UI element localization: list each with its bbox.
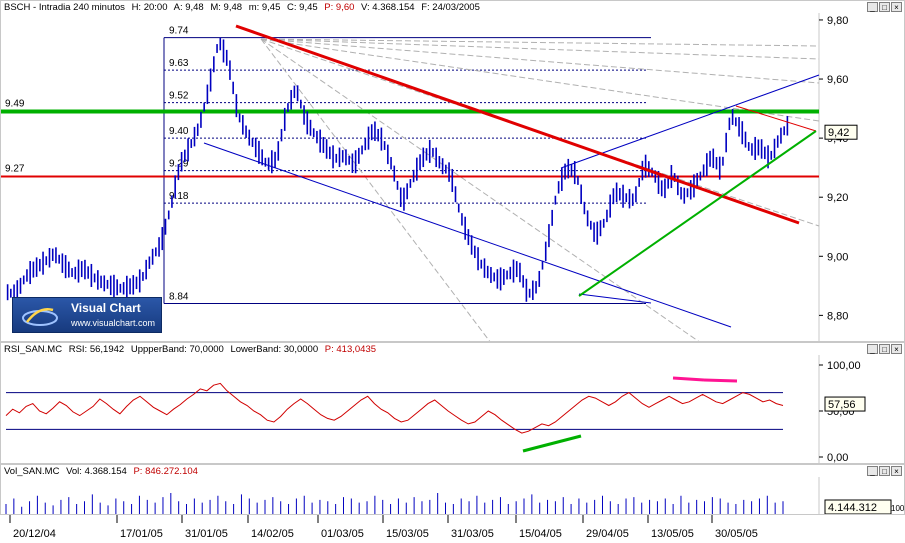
fib-level-label: 9.63 bbox=[169, 58, 189, 69]
rsi-tick-label: 100,00 bbox=[827, 360, 861, 372]
support-trendline bbox=[578, 130, 817, 297]
fan-line bbox=[260, 38, 699, 341]
vol-minimize-button[interactable]: _ bbox=[867, 466, 878, 476]
volume-panel[interactable]: Vol_SAN.MC Vol: 4.368.154 P: 846.272.104… bbox=[0, 464, 905, 515]
rsi-value: RSI: 56,1942 bbox=[68, 344, 125, 355]
price-tick-label: 9,80 bbox=[827, 15, 848, 27]
rsi-divergence-annotation-2 bbox=[703, 378, 738, 383]
p-value: P: 9,60 bbox=[324, 2, 355, 13]
visual-chart-logo: Visual Chart www.visualchart.com bbox=[12, 297, 162, 333]
vol-p-value: P: 846.272.104 bbox=[133, 466, 198, 477]
maximize-button[interactable]: □ bbox=[879, 2, 890, 12]
rsi-header: RSI_SAN.MC RSI: 56,1942 UppperBand: 70,0… bbox=[4, 344, 380, 355]
date-value: F: 24/03/2005 bbox=[421, 2, 480, 13]
channel-lower-line bbox=[203, 142, 732, 328]
date-axis: 20/12/04 17/01/05 31/01/05 14/02/05 01/03/05… bbox=[0, 514, 905, 543]
rsi-lower-band: LowerBand: 30,0000 bbox=[230, 344, 319, 355]
resistance-minor-trendline bbox=[735, 105, 817, 132]
rsi-minimize-button[interactable]: _ bbox=[867, 344, 878, 354]
price-tick-label: 9,20 bbox=[827, 192, 848, 204]
price-tick-label: 8,80 bbox=[827, 310, 848, 322]
date-tick-label: 01/03/05 bbox=[321, 528, 364, 540]
rsi-maximize-button[interactable]: □ bbox=[879, 344, 890, 354]
volume-chart: 4.144.312 1000 bbox=[5, 477, 905, 514]
date-tick-label: 15/04/05 bbox=[519, 528, 562, 540]
close-value: C: 9,45 bbox=[287, 2, 318, 13]
vol-scale-label: 1000 bbox=[891, 504, 905, 513]
vol-current-box bbox=[824, 499, 892, 514]
rsi-current-box bbox=[824, 396, 866, 412]
rsi-window-controls: _ □ × bbox=[867, 344, 902, 354]
open-value: A: 9,48 bbox=[173, 2, 204, 13]
rsi-divergence-annotation bbox=[672, 376, 705, 382]
current-price-box bbox=[824, 124, 858, 140]
hour-value: H: 20:00 bbox=[131, 2, 168, 13]
high-value: M: 9,48 bbox=[210, 2, 243, 13]
date-tick-label: 17/01/05 bbox=[120, 528, 163, 540]
fib-level-label: 8.84 bbox=[169, 292, 189, 303]
vol-current-label: 4.144.312 bbox=[828, 502, 877, 514]
vol-name: Vol_SAN.MC bbox=[4, 466, 60, 477]
rsi-line bbox=[5, 382, 784, 434]
price-tick-label: 9,00 bbox=[827, 251, 848, 263]
volume-value: V: 4.368.154 bbox=[361, 2, 415, 13]
rsi-close-button[interactable]: × bbox=[891, 344, 902, 354]
horizontal-level-label: 9.49 bbox=[5, 99, 25, 110]
fib-level-label: 9.52 bbox=[169, 91, 189, 102]
date-tick-label: 31/01/05 bbox=[185, 528, 228, 540]
fan-line bbox=[260, 38, 820, 47]
channel-upper-line bbox=[560, 74, 820, 169]
date-tick-label: 31/03/05 bbox=[451, 528, 494, 540]
current-price-label: 9,42 bbox=[828, 127, 849, 139]
horizontal-level-label: 9.27 bbox=[5, 164, 25, 175]
channel-short-line bbox=[578, 293, 652, 304]
logo-url: www.visualchart.com bbox=[71, 318, 156, 328]
date-tick-label: 14/02/05 bbox=[251, 528, 294, 540]
fan-line bbox=[260, 38, 820, 60]
price-panel[interactable]: BSCH - Intradia 240 minutos H: 20:00 A: … bbox=[0, 0, 905, 342]
rsi-tick-label: 0,00 bbox=[827, 452, 848, 464]
fib-level-label: 9.29 bbox=[169, 159, 189, 170]
low-value: m: 9,45 bbox=[248, 2, 281, 13]
logo-swoosh-icon bbox=[22, 308, 58, 326]
date-tick-label: 13/05/05 bbox=[651, 528, 694, 540]
date-tick-label: 15/03/05 bbox=[386, 528, 429, 540]
vol-maximize-button[interactable]: □ bbox=[879, 466, 890, 476]
rsi-upper-band: UppperBand: 70,0000 bbox=[130, 344, 224, 355]
price-chart: 9,809,609,409,209,008,809.749.639.529.40… bbox=[1, 13, 858, 341]
volume-window-controls: _ □ × bbox=[867, 466, 902, 476]
fan-line bbox=[260, 38, 491, 341]
volume-header: Vol_SAN.MC Vol: 4.368.154 P: 846.272.104 bbox=[4, 466, 202, 477]
symbol-label: BSCH - Intradia 240 minutos bbox=[4, 2, 125, 13]
date-axis-svg: 20/12/04 17/01/05 31/01/05 14/02/05 01/03/05… bbox=[9, 515, 758, 540]
fib-level-label: 9.18 bbox=[169, 191, 189, 202]
fan-line bbox=[260, 38, 820, 84]
rsi-current-label: 57,56 bbox=[828, 399, 856, 411]
price-tick-label: 9,60 bbox=[827, 74, 848, 86]
fib-level-label: 9.40 bbox=[169, 126, 189, 137]
resistance-trendline bbox=[235, 24, 800, 225]
minimize-button[interactable]: _ bbox=[867, 2, 878, 12]
date-tick-label: 29/04/05 bbox=[586, 528, 629, 540]
logo-title: Visual Chart bbox=[71, 301, 141, 315]
rsi-p-value: P: 413,0435 bbox=[324, 344, 377, 355]
vol-value: Vol: 4.368.154 bbox=[66, 466, 127, 477]
rsi-name: RSI_SAN.MC bbox=[4, 344, 63, 355]
price-header: BSCH - Intradia 240 minutos H: 20:00 A: … bbox=[4, 2, 484, 13]
date-tick-label: 20/12/04 bbox=[13, 528, 56, 540]
fan-line bbox=[260, 38, 820, 122]
fib-level-label: 9.74 bbox=[169, 26, 189, 37]
rsi-panel[interactable]: RSI_SAN.MC RSI: 56,1942 UppperBand: 70,0… bbox=[0, 342, 905, 464]
window-controls: _ □ × bbox=[867, 2, 902, 12]
vol-close-button[interactable]: × bbox=[891, 466, 902, 476]
rsi-support-annotation bbox=[522, 434, 582, 453]
close-button[interactable]: × bbox=[891, 2, 902, 12]
date-tick-label: 30/05/05 bbox=[715, 528, 758, 540]
